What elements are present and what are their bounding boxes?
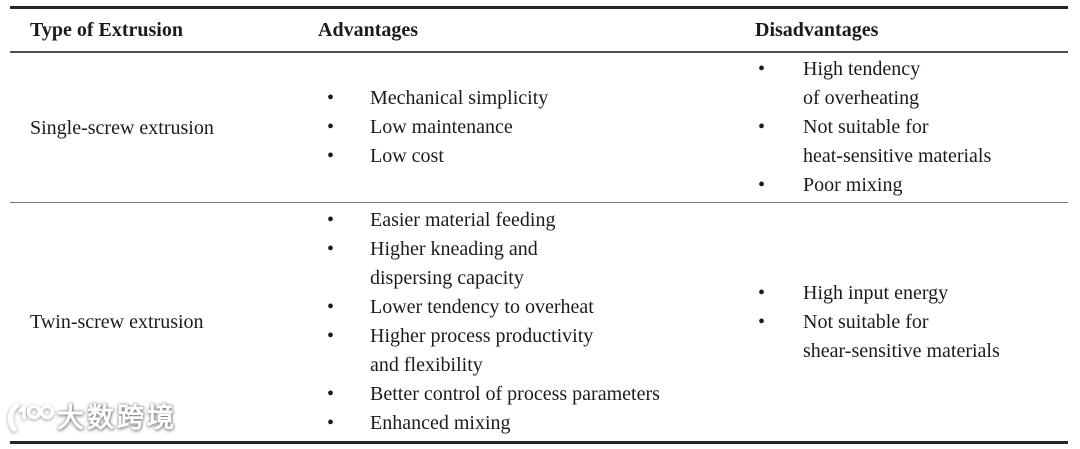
extrusion-type-cell: Twin-screw extrusion — [10, 203, 308, 441]
bullet-icon: • — [327, 87, 335, 109]
table-row: Single-screw extrusion • Mechanical simpli… — [10, 53, 1068, 203]
bullet-icon: • — [758, 174, 766, 196]
header-type-of-extrusion: Type of Extrusion — [30, 18, 183, 41]
bullet-icon: • — [758, 310, 766, 333]
bullet-icon: • — [758, 281, 766, 304]
disadvantages-cell: • High tendency of overheating • Not suitab… — [745, 53, 1068, 202]
bullet-icon: • — [327, 238, 335, 260]
list-item: • Enhanced mixing — [327, 409, 745, 438]
advantages-cell: • Easier material feeding • Higher kneading… — [308, 203, 745, 441]
list-item-text: Lower tendency to overheat — [370, 296, 594, 318]
list-item-text: High tendency of overheating — [803, 58, 921, 109]
advantages-cell: • Mechanical simplicity • Low maintenance • L… — [308, 53, 745, 202]
bullet-icon: • — [758, 116, 766, 138]
header-advantages: Advantages — [318, 18, 419, 41]
list-item: • Lower tendency to overheat — [327, 293, 745, 322]
bullet-icon: • — [327, 325, 335, 347]
list-item: • High input energy — [758, 279, 1068, 308]
list-item-text: High input energy — [803, 281, 949, 304]
bullet-icon: • — [327, 383, 335, 405]
list-item: • Higher kneading and dispersing capacity — [327, 235, 745, 293]
list-item-text: Higher process productivity and flexibil… — [370, 325, 594, 376]
list-item-text: Poor mixing — [803, 174, 903, 196]
bullet-list: • Easier material feeding • Higher kneading… — [308, 206, 745, 438]
bullet-icon: • — [327, 296, 335, 318]
list-item: • Not suitable for shear-sensitive materi… — [758, 308, 1068, 366]
list-item-text: Mechanical simplicity — [370, 87, 549, 109]
extrusion-type-label: Twin-screw extrusion — [30, 311, 204, 333]
list-item: • Low cost — [327, 142, 745, 171]
list-item-text: Not suitable for heat-sensitive material… — [803, 116, 992, 167]
list-item-text: Higher kneading and dispersing capacity — [370, 238, 538, 289]
bullet-icon: • — [758, 58, 766, 80]
list-item-text: Enhanced mixing — [370, 412, 511, 434]
list-item-text: Easier material feeding — [370, 209, 556, 231]
extrusion-comparison-table: Type of Extrusion Advantages Disadvantag… — [10, 6, 1068, 444]
list-item-text: Low cost — [370, 145, 444, 167]
list-item: • Not suitable for heat-sensitive materia… — [758, 113, 1068, 171]
list-item-text: Low maintenance — [370, 116, 513, 138]
list-item-text: Better control of process parameters — [370, 383, 660, 405]
list-item: • Poor mixing — [758, 171, 1068, 200]
header-disadvantages: Disadvantages — [755, 18, 879, 41]
bullet-list: • High input energy • Not suitable for shea… — [745, 279, 1068, 366]
bullet-list: • Mechanical simplicity • Low maintenance • L… — [308, 84, 745, 171]
list-item: • Mechanical simplicity — [327, 84, 745, 113]
extrusion-type-cell: Single-screw extrusion — [10, 53, 308, 202]
list-item: • High tendency of overheating — [758, 55, 1068, 113]
extrusion-type-label: Single-screw extrusion — [30, 116, 214, 139]
bullet-icon: • — [327, 209, 335, 231]
table-body: Single-screw extrusion • Mechanical simpli… — [10, 53, 1068, 444]
disadvantages-cell: • High input energy • Not suitable for shea… — [745, 203, 1068, 441]
list-item-text: Not suitable for shear-sensitive materia… — [803, 310, 1000, 362]
list-item: • Low maintenance — [327, 113, 745, 142]
list-item: • Higher process productivity and flexibi… — [327, 322, 745, 380]
table-header-row: Type of Extrusion Advantages Disadvantag… — [10, 9, 1068, 53]
list-item: • Better control of process parameters — [327, 380, 745, 409]
list-item: • Easier material feeding — [327, 206, 745, 235]
bullet-list: • High tendency of overheating • Not suitab… — [745, 55, 1068, 200]
table-row: Twin-screw extrusion • Easier material fee… — [10, 203, 1068, 444]
bullet-icon: • — [327, 116, 335, 138]
bullet-icon: • — [327, 145, 335, 167]
bullet-icon: • — [327, 412, 335, 434]
